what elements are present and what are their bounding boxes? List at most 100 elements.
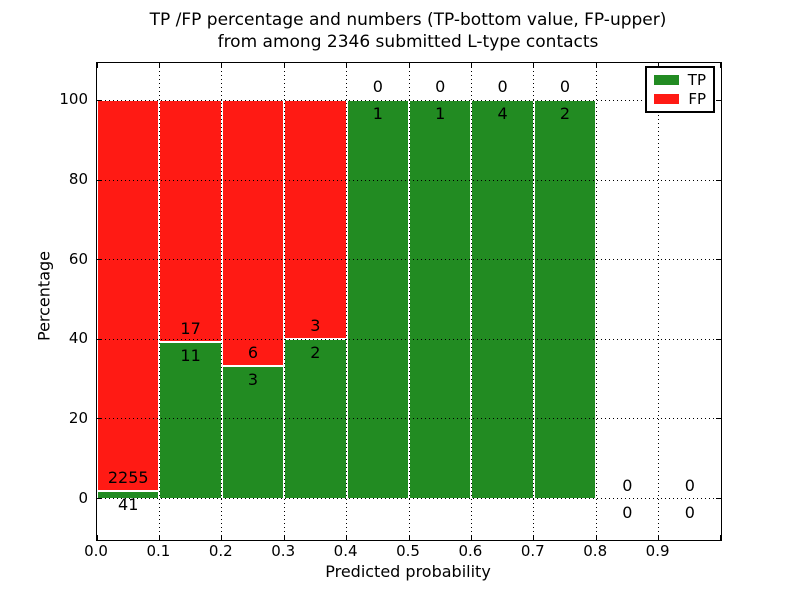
v-gridline [283,63,285,540]
bar-tp-segment [346,100,409,499]
x-tick-mark [97,535,98,540]
legend: TP FP [645,66,715,113]
v-gridline [470,63,472,540]
annotation-tp-count: 2 [559,104,571,124]
x-tick-mark [595,63,597,68]
annotation-fp-count: 2255 [107,468,149,488]
annotation-tp-count: 3 [247,369,259,389]
annotation-tp-count: 4 [497,104,508,124]
annotation-tp-count: 0 [684,502,695,522]
annotation-fp-count: 0 [622,475,633,495]
x-tick-mark [470,63,472,68]
x-tick-label: 0.8 [583,542,608,560]
x-tick-mark [158,63,160,68]
x-tick-mark [346,535,348,540]
x-tick-label: 0.1 [146,542,171,560]
y-tick-mark [97,498,102,500]
bar-fp-segment [159,100,222,343]
y-tick-mark [97,338,102,340]
bar-tp-segment [471,100,534,499]
bar-tp-segment [533,100,597,499]
legend-label-tp: TP [687,71,706,90]
chart-title: TP /FP percentage and numbers (TP-bottom… [96,9,720,53]
x-tick-mark [533,63,535,68]
x-tick-mark [158,535,160,540]
x-tick-label: 0.5 [396,542,420,560]
bar-tp-segment [97,491,160,499]
y-tick-label: 100 [59,90,88,109]
y-tick-label: 60 [68,249,88,268]
bar-tp-segment [159,342,222,499]
y-tick-mark [97,418,102,420]
fp-color-swatch [654,93,680,104]
annotation-fp-count: 3 [310,316,321,336]
x-tick-mark [658,63,660,68]
x-tick-label: 0.4 [333,542,358,560]
y-tick-mark [97,179,102,181]
x-tick-mark [97,63,98,68]
v-gridline [658,63,660,540]
v-gridline [158,63,160,540]
annotation-fp-count: 0 [372,77,383,97]
bar-fp-segment [284,100,347,340]
bar-fp-segment [97,100,160,492]
annotation-fp-count: 6 [247,342,259,362]
x-tick-label: 0.9 [645,542,670,560]
annotation-tp-count: 1 [435,104,446,124]
y-tick-mark [716,99,721,101]
annotation-tp-count: 11 [180,346,201,366]
y-tick-mark [97,99,102,101]
v-gridline [221,63,223,540]
y-tick-mark [97,259,102,261]
annotation-tp-count: 41 [118,495,139,515]
y-tick-label: 40 [68,329,88,348]
x-tick-label: 0.0 [84,542,108,560]
x-tick-mark [720,535,721,540]
annotation-fp-count: 0 [684,475,695,495]
v-gridline [346,63,348,540]
annotation-tp-count: 1 [372,104,383,124]
bar-tp-segment [221,365,285,499]
y-tick-mark [716,338,721,340]
x-tick-mark [720,63,721,68]
x-tick-mark [221,535,223,540]
y-tick-mark [716,418,721,420]
legend-label-fp: FP [688,89,706,108]
v-gridline [408,63,410,540]
bar-fp-segment [221,100,285,366]
y-tick-label: 20 [68,408,88,427]
bar-tp-segment [409,100,472,499]
x-tick-mark [595,535,597,540]
legend-item-tp: TP [654,72,706,88]
x-tick-mark [658,535,660,540]
y-tick-label: 80 [68,170,88,189]
x-tick-label: 0.3 [271,542,296,560]
annotation-tp-count: 0 [622,502,633,522]
annotation-fp-count: 0 [559,77,571,97]
x-tick-label: 0.6 [458,542,483,560]
y-tick-mark [716,179,721,181]
x-tick-mark [346,63,348,68]
x-tick-label: 0.2 [208,542,233,560]
x-tick-mark [408,63,410,68]
plot-area: 2255 41 17 11 6 3 3 2 0 1 0 1 0 4 0 2 0 0 0 0 [96,62,722,541]
v-gridline [595,63,597,540]
chart-title-line1: TP /FP percentage and numbers (TP-bottom… [149,10,667,30]
y-tick-label: 0 [78,488,88,507]
x-tick-mark [221,63,223,68]
y-tick-mark [716,498,721,500]
annotation-fp-count: 0 [497,77,508,97]
v-gridline [533,63,535,540]
annotation-fp-count: 17 [180,319,201,339]
x-tick-mark [533,535,535,540]
x-tick-label: 0.7 [520,542,545,560]
x-tick-mark [283,63,285,68]
x-tick-mark [283,535,285,540]
x-axis-label: Predicted probability [325,562,491,581]
x-tick-mark [470,535,472,540]
annotation-fp-count: 0 [435,77,446,97]
tp-color-swatch [654,75,679,86]
legend-item-fp: FP [654,91,706,107]
chart-title-line2: from among 2346 submitted L-type contact… [217,32,599,52]
